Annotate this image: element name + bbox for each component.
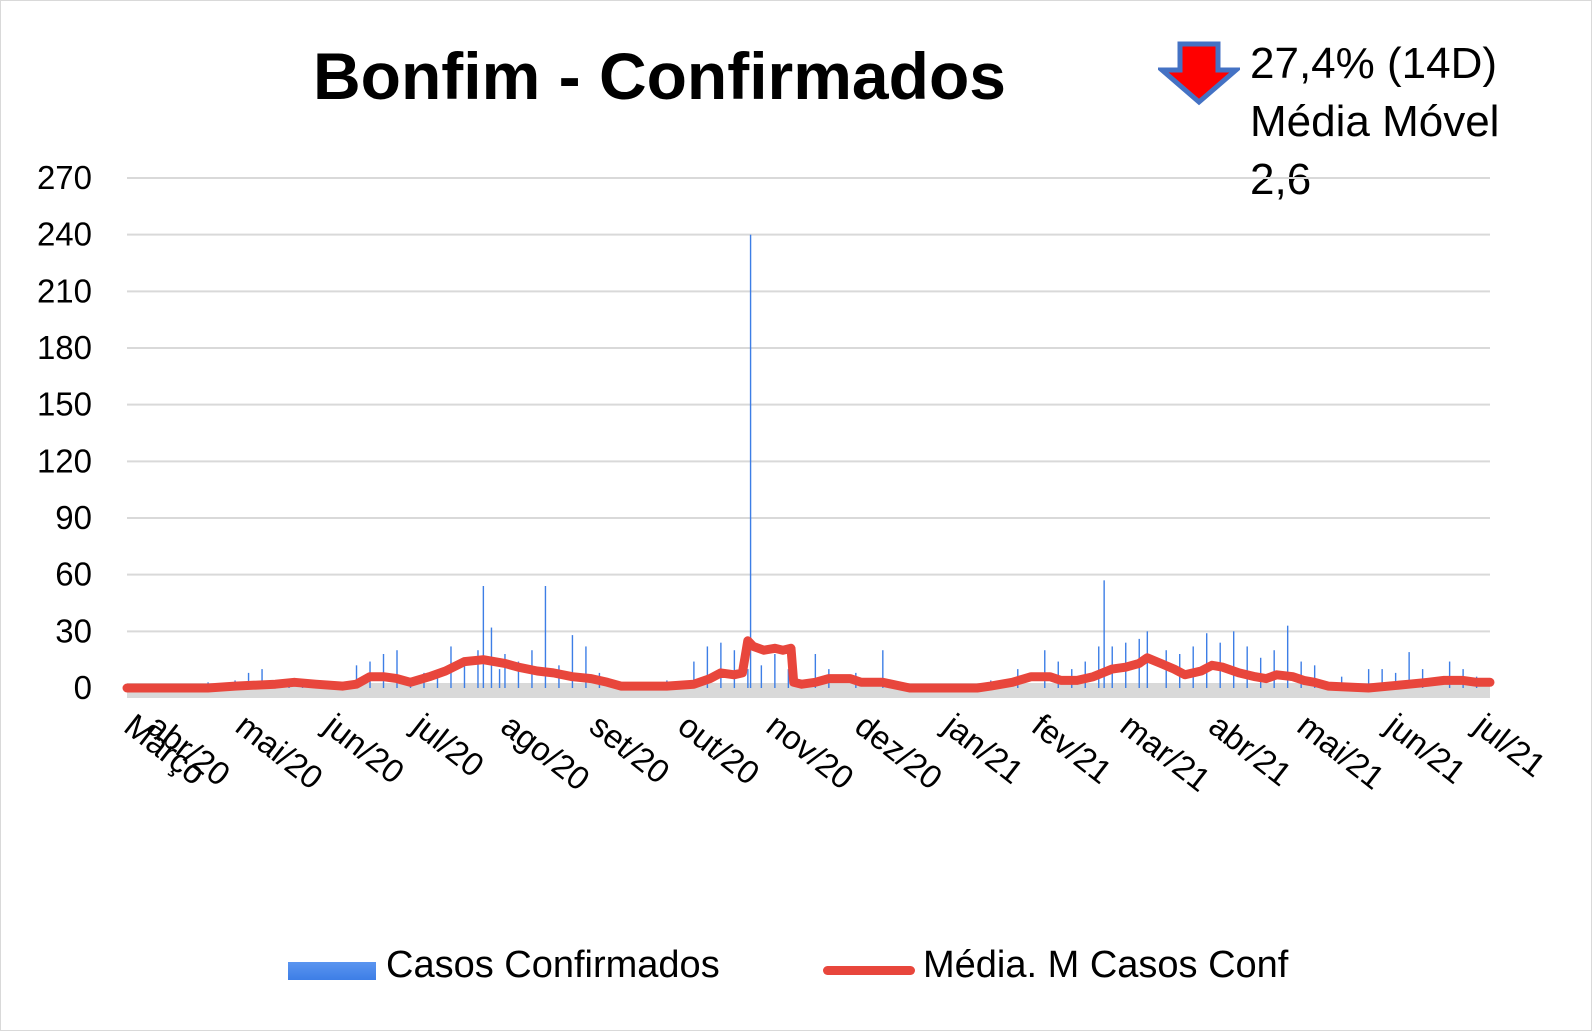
- x-tick-label: mai/21: [1291, 706, 1392, 796]
- legend-swatch-bars: [288, 962, 376, 980]
- bar: [396, 650, 398, 688]
- x-axis-baseline: [127, 683, 1490, 698]
- bar: [747, 669, 749, 688]
- bar: [1286, 625, 1289, 688]
- bar: [355, 665, 358, 688]
- y-tick-label: 120: [37, 442, 92, 479]
- down-arrow-icon: [1158, 41, 1240, 106]
- bar: [1367, 669, 1370, 688]
- bar: [1192, 646, 1194, 688]
- bar: [1448, 661, 1451, 688]
- y-tick-label: 270: [37, 159, 92, 196]
- bar: [1103, 580, 1105, 688]
- x-tick-label: jan/21: [936, 706, 1030, 791]
- bar: [1232, 631, 1235, 688]
- legend-swatch-line: [823, 966, 915, 975]
- y-axis: 0 30 60 90 120 150 180 210 240 270: [37, 159, 92, 706]
- y-tick-label: 0: [74, 669, 92, 706]
- bar: [498, 669, 501, 688]
- legend-label-line: Média. M Casos Conf: [923, 944, 1289, 986]
- bar: [247, 672, 250, 688]
- annotation-label: Média Móvel: [1250, 97, 1500, 146]
- bar: [1273, 650, 1275, 688]
- bar: [517, 661, 520, 688]
- bar: [787, 669, 790, 688]
- bar: [436, 676, 439, 688]
- bar: [774, 654, 776, 688]
- x-tick-label: jul/21: [1467, 706, 1553, 784]
- x-tick-label: ago/20: [495, 706, 597, 797]
- legend-label-bars: Casos Confirmados: [386, 944, 720, 986]
- bar: [1394, 672, 1397, 688]
- x-tick-label: mar/21: [1114, 706, 1218, 798]
- x-tick-label: jul/20: [405, 706, 491, 784]
- bar: [504, 654, 506, 688]
- x-tick-label: abr/21: [1202, 706, 1299, 793]
- bar: [1259, 657, 1262, 688]
- y-tick-label: 180: [37, 329, 92, 366]
- bar: [749, 234, 752, 688]
- y-tick-label: 240: [37, 216, 92, 253]
- bar: [814, 654, 817, 688]
- y-tick-label: 30: [55, 612, 92, 649]
- x-tick-label: nov/20: [760, 706, 861, 796]
- bar: [733, 650, 736, 688]
- x-tick-label: jun/21: [1378, 706, 1472, 791]
- bar: [1381, 669, 1383, 688]
- x-tick-label: mai/20: [229, 706, 330, 796]
- bar: [382, 654, 385, 688]
- bar: [1044, 650, 1046, 688]
- bar: [706, 646, 709, 688]
- y-tick-label: 150: [37, 386, 92, 423]
- annotation-percent: 27,4% (14D): [1250, 39, 1498, 88]
- x-tick-label: out/20: [671, 706, 766, 792]
- bar: [693, 661, 695, 688]
- bar: [463, 659, 466, 688]
- y-tick-label: 90: [55, 499, 92, 536]
- legend: Casos Confirmados Média. M Casos Conf: [0, 944, 1592, 994]
- bar: [477, 650, 479, 688]
- annotation-value: 2,6: [1250, 155, 1312, 204]
- chart-title: Bonfim - Confirmados: [313, 39, 1006, 113]
- bar: [1408, 652, 1410, 688]
- bar: [261, 669, 263, 688]
- x-tick-label: fev/21: [1025, 706, 1119, 791]
- y-tick-label: 210: [37, 272, 92, 309]
- moving-average-line: [122, 636, 1495, 693]
- bar: [571, 635, 574, 688]
- bar: [760, 665, 763, 688]
- bar: [720, 642, 722, 688]
- plot-area: 0 30 60 90 120 150 180 210 240 270 Marçoabr/20mai…: [37, 159, 1553, 799]
- bar: [544, 586, 547, 688]
- bar: [1246, 646, 1248, 688]
- gridlines: [127, 177, 1490, 633]
- bar: [882, 650, 884, 688]
- line-series: [122, 636, 1495, 693]
- bar: [1206, 633, 1208, 688]
- bar: [1098, 646, 1100, 688]
- y-tick-label: 60: [55, 556, 92, 593]
- bar: [585, 646, 587, 688]
- x-tick-label: jun/20: [317, 706, 411, 791]
- x-tick-label: set/20: [583, 706, 677, 791]
- x-tick-label: dez/20: [848, 706, 949, 796]
- bar: [1313, 665, 1316, 688]
- bar: [482, 586, 485, 688]
